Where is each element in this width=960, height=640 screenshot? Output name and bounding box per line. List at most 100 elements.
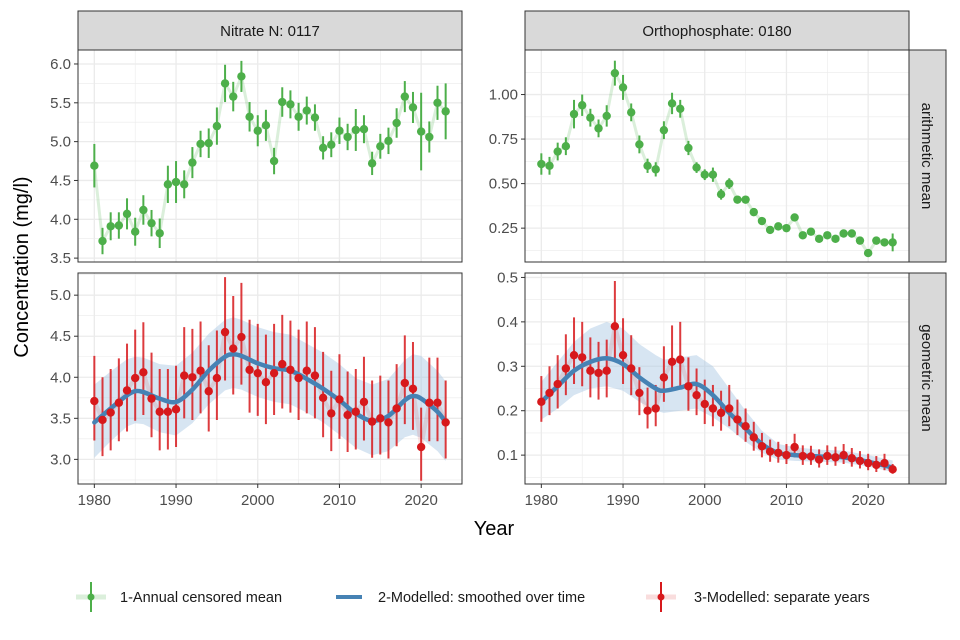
annual-mean-point xyxy=(676,104,685,113)
legend-item-separate: 3-Modelled: separate years xyxy=(646,582,870,612)
annual-mean-point xyxy=(610,68,620,78)
separate-year-point xyxy=(196,366,205,375)
annual-mean-point xyxy=(359,125,369,134)
separate-year-point xyxy=(400,378,410,388)
annual-mean-point xyxy=(757,216,767,226)
legend-label-smooth: 2-Modelled: smoothed over time xyxy=(378,590,585,606)
annual-mean-point xyxy=(286,100,295,109)
annual-mean-point xyxy=(839,229,848,238)
annual-mean-point xyxy=(790,213,799,222)
panel-data xyxy=(90,60,450,255)
annual-mean-point xyxy=(90,161,99,170)
annual-mean-point xyxy=(798,231,807,240)
annual-mean-point xyxy=(253,126,262,135)
y-tick-label: 6.0 xyxy=(50,56,71,73)
legend-separate-point-icon xyxy=(657,593,665,601)
annual-mean-point xyxy=(367,159,377,168)
separate-year-point xyxy=(261,377,271,387)
y-tick-label: 4.0 xyxy=(50,211,71,228)
x-tick-label: 2010 xyxy=(770,492,803,509)
annual-mean-point xyxy=(98,236,107,246)
annual-mean-point xyxy=(196,139,205,149)
annual-mean-point xyxy=(774,222,783,231)
separate-year-point xyxy=(98,415,107,425)
separate-year-point xyxy=(327,409,336,418)
annual-mean-point xyxy=(561,142,571,151)
annual-mean-point xyxy=(618,83,628,92)
y-tick-label: 0.25 xyxy=(489,220,518,237)
separate-year-point xyxy=(188,373,197,382)
separate-year-point xyxy=(561,364,571,373)
separate-year-point xyxy=(155,407,164,416)
smooth-trend-line xyxy=(92,351,448,425)
separate-year-point xyxy=(269,368,279,378)
column-strip-nitrate: Nitrate N: 0117 xyxy=(77,10,463,51)
annual-mean-point xyxy=(212,121,222,131)
annual-mean-point xyxy=(441,107,450,116)
annual-mean-point xyxy=(627,108,636,117)
annual-mean-point xyxy=(823,231,832,240)
separate-year-point xyxy=(351,407,360,416)
separate-year-point xyxy=(384,418,393,427)
separate-year-point xyxy=(253,368,262,378)
separate-year-point xyxy=(212,373,222,383)
separate-year-point xyxy=(855,456,865,466)
separate-year-point xyxy=(839,450,848,460)
separate-year-point xyxy=(569,350,579,360)
separate-year-point xyxy=(798,451,807,461)
separate-year-point xyxy=(286,365,295,375)
separate-year-point xyxy=(643,406,652,415)
panel-border xyxy=(77,272,463,485)
annual-mean-point xyxy=(741,195,750,204)
separate-year-point xyxy=(716,408,726,418)
separate-year-point xyxy=(171,405,181,414)
annual-mean-point xyxy=(433,98,442,108)
annual-mean-point xyxy=(872,236,881,245)
separate-year-point xyxy=(790,442,799,452)
separate-year-point xyxy=(425,398,434,407)
separate-year-point xyxy=(814,455,824,464)
annual-mean-point xyxy=(782,223,791,233)
annual-mean-point xyxy=(294,112,303,121)
annual-mean-point xyxy=(180,180,189,189)
separate-year-point xyxy=(416,442,426,452)
separate-year-point xyxy=(359,397,369,407)
y-tick-label: 3.0 xyxy=(50,451,71,468)
annual-mean-point xyxy=(147,218,156,228)
y-tick-label: 0.5 xyxy=(497,269,518,286)
annual-mean-point xyxy=(318,143,328,153)
x-tick-label: 1980 xyxy=(78,492,111,509)
separate-year-point xyxy=(106,408,115,417)
separate-year-point xyxy=(863,458,873,468)
separate-year-point xyxy=(302,366,311,375)
x-axis-title: Year xyxy=(474,518,515,540)
annual-mean-point xyxy=(139,205,148,215)
separate-year-point xyxy=(872,460,881,470)
annual-mean-point xyxy=(814,234,824,244)
annual-mean-point xyxy=(594,124,603,133)
column-strip-orthophosphate: Orthophosphate: 0180 xyxy=(524,10,910,51)
annual-mean-point xyxy=(692,163,701,172)
annual-mean-point xyxy=(351,125,360,135)
separate-year-point xyxy=(180,371,189,380)
separate-year-point xyxy=(441,418,450,427)
x-tick-label: 2020 xyxy=(404,492,437,509)
annual-mean-point xyxy=(847,229,857,238)
annual-mean-point xyxy=(163,180,173,189)
separate-year-point xyxy=(130,373,140,383)
x-tick-label: 1980 xyxy=(525,492,558,509)
annual-mean-point xyxy=(171,177,181,187)
annual-mean-point xyxy=(708,170,718,179)
panel-data xyxy=(90,277,450,481)
annual-mean-point xyxy=(335,126,344,135)
annual-mean-point xyxy=(577,101,587,110)
x-tick-label: 2020 xyxy=(851,492,884,509)
annual-mean-point xyxy=(880,238,889,247)
panel-ortho-arithmetic: 0.25 0.50 0.75 1.00 xyxy=(489,49,910,263)
annual-mean-point xyxy=(749,207,758,217)
annual-mean-point xyxy=(700,170,709,179)
row-strip-geometric: geometric mean xyxy=(908,272,947,485)
separate-year-point xyxy=(667,357,677,367)
separate-year-point xyxy=(684,382,693,391)
